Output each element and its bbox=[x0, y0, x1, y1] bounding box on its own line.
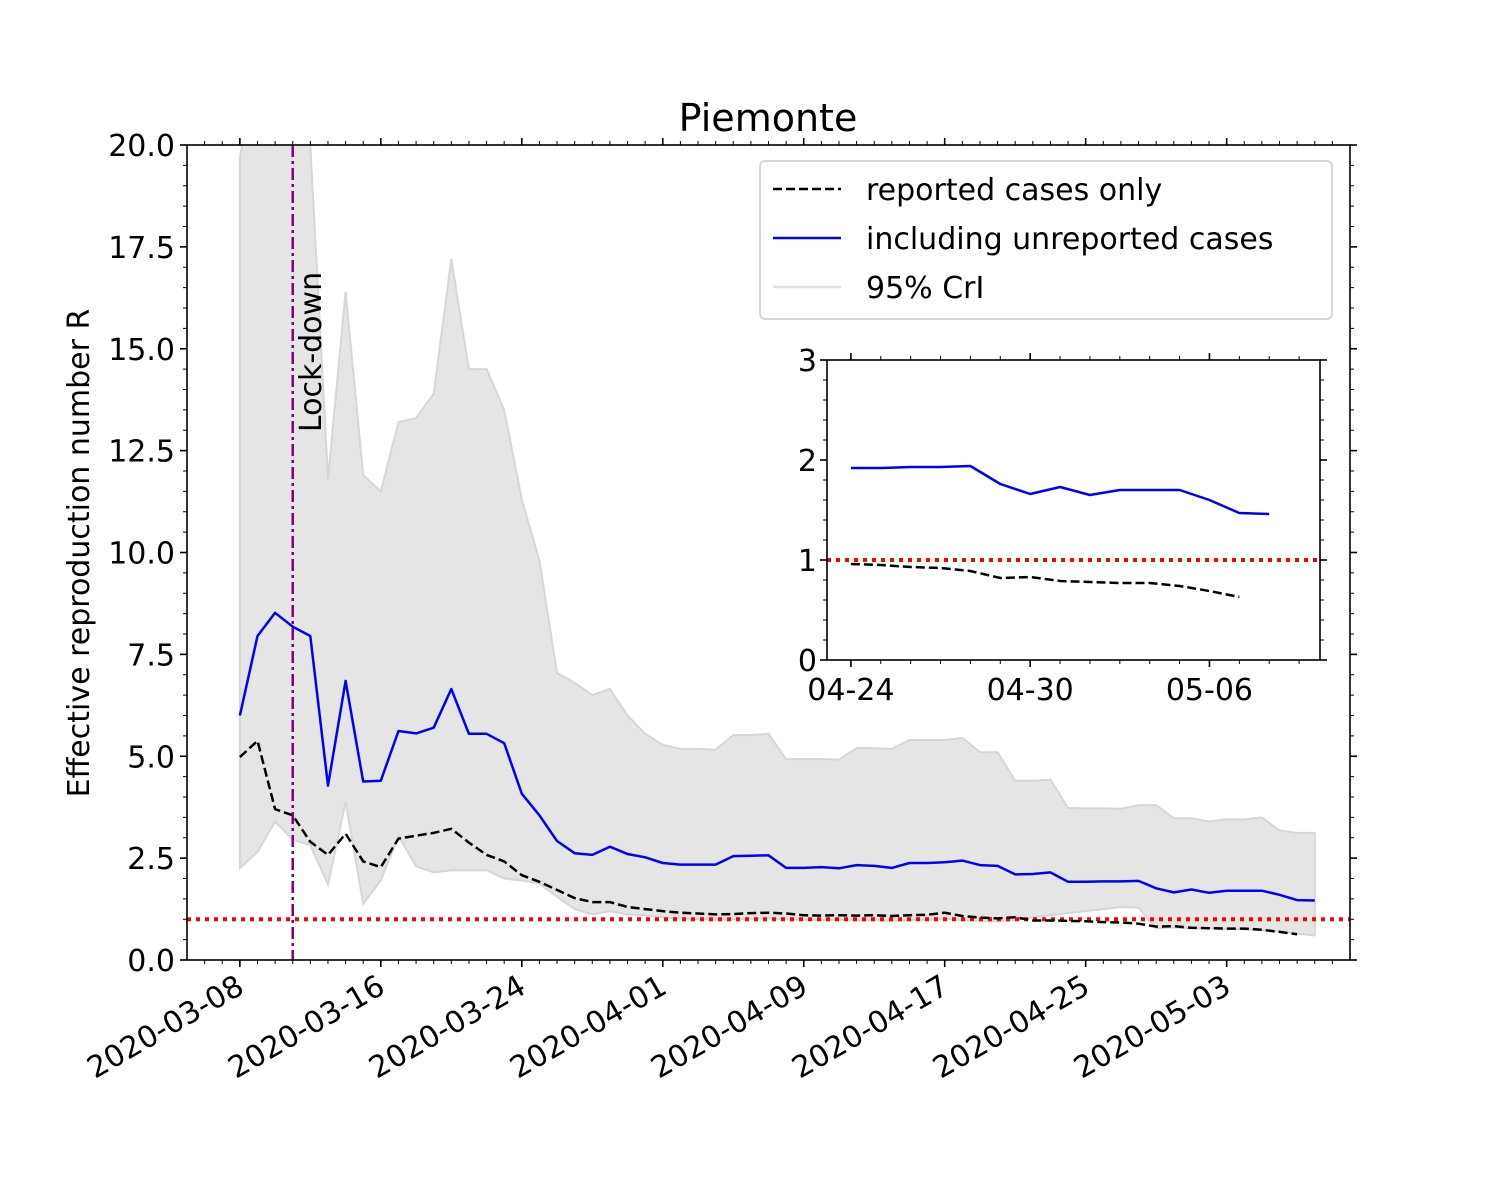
legend-box bbox=[759, 160, 1333, 320]
series-reported-line bbox=[239, 739, 1298, 936]
inset-background bbox=[827, 360, 1320, 660]
y-tick-label: 2.5 bbox=[127, 842, 175, 877]
y-tick-label: 0.0 bbox=[127, 944, 175, 979]
series-unreported-line bbox=[238, 611, 1315, 902]
inset-y-tick-label: 0 bbox=[798, 644, 817, 679]
inset-y-tick-label: 3 bbox=[798, 344, 817, 379]
inset-x-tick-label: 05-06 bbox=[1166, 673, 1253, 708]
cri-band bbox=[238, 145, 1316, 937]
y-tick-label: 15.0 bbox=[108, 333, 175, 368]
y-tick-label: 10.0 bbox=[108, 537, 175, 572]
lockdown-label: Lock-down bbox=[294, 272, 329, 432]
inset-series-unreported-line bbox=[850, 464, 1270, 516]
inset-y-tick-label: 1 bbox=[798, 544, 817, 579]
y-tick-label: 7.5 bbox=[127, 638, 175, 673]
legend-label-crI: 95% CrI bbox=[866, 271, 984, 306]
legend: reported cases only including unreported… bbox=[759, 160, 1333, 320]
chart-title: Piemonte bbox=[679, 96, 858, 140]
inset-y-tick-label: 2 bbox=[798, 444, 817, 479]
main-plot-content bbox=[187, 145, 1350, 960]
y-axis-label: Effective reproduction number R bbox=[62, 309, 97, 798]
inset-plot-content bbox=[827, 464, 1320, 599]
y-tick-label: 17.5 bbox=[108, 231, 175, 266]
y-tick-label: 5.0 bbox=[127, 740, 175, 775]
inset-series-reported-line bbox=[850, 562, 1240, 599]
inset-axes-frame bbox=[826, 359, 1321, 661]
legend-label-reported: reported cases only bbox=[866, 173, 1162, 208]
inset-x-tick-label: 04-24 bbox=[807, 673, 894, 708]
inset-x-tick-label: 04-30 bbox=[987, 673, 1074, 708]
y-tick-label: 12.5 bbox=[108, 435, 175, 470]
inset-axes: 0 1 2 3 04-24 04-30 05-06 bbox=[798, 344, 1327, 708]
legend-label-unreported: including unreported cases bbox=[866, 222, 1273, 257]
y-tick-label: 20.0 bbox=[108, 129, 175, 164]
